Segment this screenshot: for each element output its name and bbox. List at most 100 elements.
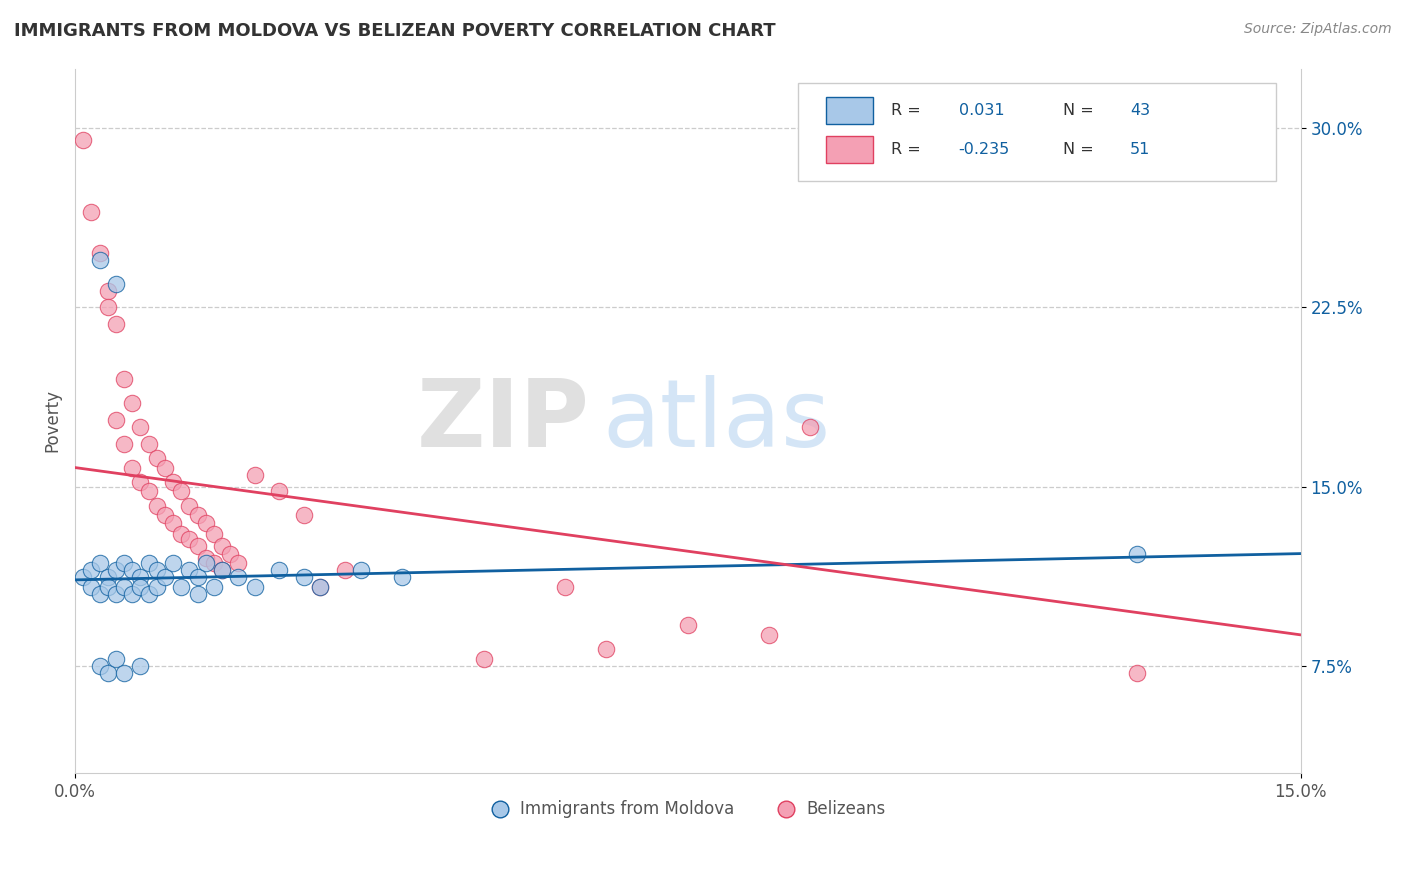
Point xyxy=(333,563,356,577)
Point xyxy=(129,580,152,594)
Point xyxy=(97,666,120,681)
Legend: Immigrants from Moldova, Belizeans: Immigrants from Moldova, Belizeans xyxy=(484,794,891,825)
Point xyxy=(179,533,201,547)
Text: 43: 43 xyxy=(1130,103,1150,119)
Point xyxy=(243,467,266,482)
Point xyxy=(162,475,184,489)
Point xyxy=(309,580,332,594)
Point xyxy=(104,587,127,601)
Text: ZIP: ZIP xyxy=(416,375,589,467)
Text: N =: N = xyxy=(1063,103,1098,119)
Point xyxy=(170,484,193,499)
Point xyxy=(211,563,233,577)
Point xyxy=(89,252,111,267)
Point xyxy=(145,563,167,577)
Point xyxy=(145,450,167,465)
Point xyxy=(121,563,143,577)
Point xyxy=(194,556,217,570)
Point xyxy=(80,580,103,594)
Point xyxy=(228,570,250,584)
Point xyxy=(228,556,250,570)
Point xyxy=(1126,666,1149,681)
Text: N =: N = xyxy=(1063,142,1098,157)
Point xyxy=(292,570,315,584)
Point xyxy=(676,618,699,632)
Text: R =: R = xyxy=(891,142,927,157)
Point xyxy=(153,460,176,475)
Point xyxy=(162,556,184,570)
Text: 0.031: 0.031 xyxy=(959,103,1004,119)
Point xyxy=(97,284,120,298)
Point xyxy=(138,587,160,601)
Point xyxy=(138,556,160,570)
Point xyxy=(80,563,103,577)
Point xyxy=(89,245,111,260)
Point xyxy=(179,499,201,513)
Point xyxy=(194,551,217,566)
Point xyxy=(112,372,135,386)
Point xyxy=(129,659,152,673)
Point xyxy=(104,563,127,577)
Point xyxy=(112,436,135,450)
Point xyxy=(112,556,135,570)
Point xyxy=(187,508,209,523)
Point xyxy=(799,420,821,434)
Point xyxy=(89,587,111,601)
Point xyxy=(162,516,184,530)
Point xyxy=(170,580,193,594)
Point xyxy=(153,570,176,584)
Point xyxy=(391,570,413,584)
Point xyxy=(194,516,217,530)
Point xyxy=(170,527,193,541)
Point xyxy=(243,580,266,594)
Point xyxy=(472,651,495,665)
Point xyxy=(104,413,127,427)
Point xyxy=(112,580,135,594)
Point xyxy=(292,508,315,523)
Point xyxy=(112,666,135,681)
Point xyxy=(187,587,209,601)
Point xyxy=(758,628,780,642)
Text: atlas: atlas xyxy=(602,375,830,467)
Point xyxy=(89,556,111,570)
Text: Source: ZipAtlas.com: Source: ZipAtlas.com xyxy=(1244,22,1392,37)
Point xyxy=(129,570,152,584)
Point xyxy=(89,659,111,673)
Text: R =: R = xyxy=(891,103,927,119)
Point xyxy=(269,563,291,577)
Point xyxy=(202,527,225,541)
Point xyxy=(145,499,167,513)
Point xyxy=(72,133,94,147)
Point xyxy=(104,317,127,331)
Point xyxy=(104,651,127,665)
Point xyxy=(202,556,225,570)
Point xyxy=(80,205,103,219)
Point xyxy=(138,484,160,499)
FancyBboxPatch shape xyxy=(827,136,873,163)
Point xyxy=(187,540,209,554)
Point xyxy=(350,563,373,577)
Point xyxy=(179,563,201,577)
Text: -0.235: -0.235 xyxy=(959,142,1010,157)
Point xyxy=(97,580,120,594)
Point xyxy=(129,475,152,489)
Point xyxy=(138,436,160,450)
Text: IMMIGRANTS FROM MOLDOVA VS BELIZEAN POVERTY CORRELATION CHART: IMMIGRANTS FROM MOLDOVA VS BELIZEAN POVE… xyxy=(14,22,776,40)
Point xyxy=(309,580,332,594)
Point xyxy=(121,460,143,475)
Point xyxy=(104,277,127,291)
Point xyxy=(97,570,120,584)
Point xyxy=(121,396,143,410)
Point xyxy=(202,580,225,594)
Point xyxy=(145,580,167,594)
Point xyxy=(72,570,94,584)
Point xyxy=(211,563,233,577)
Point xyxy=(269,484,291,499)
Point xyxy=(595,642,617,657)
FancyBboxPatch shape xyxy=(827,97,873,124)
Point xyxy=(1126,547,1149,561)
FancyBboxPatch shape xyxy=(799,83,1277,181)
Y-axis label: Poverty: Poverty xyxy=(44,390,60,452)
Point xyxy=(187,570,209,584)
Point xyxy=(211,540,233,554)
